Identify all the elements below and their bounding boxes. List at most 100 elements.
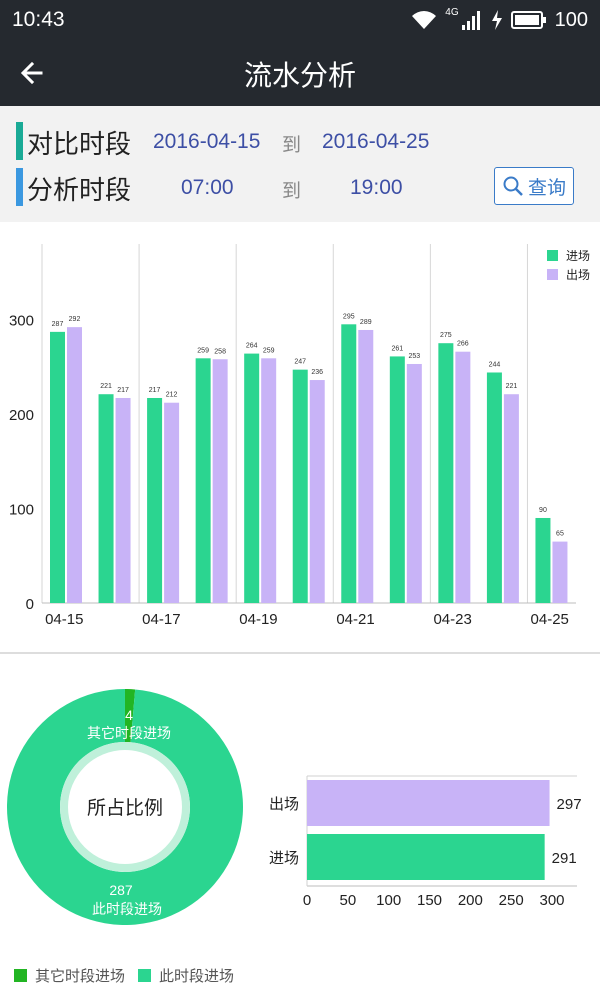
bar-value-label: 217 — [149, 387, 161, 394]
hbar-x-tick-label: 50 — [339, 892, 356, 909]
analysis-start-time[interactable]: 07:00 — [181, 176, 234, 199]
compare-to-label: 到 — [282, 134, 302, 156]
status-icons: 4G 100 — [411, 6, 588, 34]
bar-value-label: 261 — [391, 345, 403, 352]
signal-icon — [461, 11, 480, 30]
wifi-icon — [412, 11, 437, 29]
x-tick-label: 04-17 — [142, 611, 180, 628]
pie-slice — [125, 689, 136, 743]
status-bar: 10:43 4G 100 — [0, 0, 600, 40]
bar-in — [98, 394, 114, 603]
analysis-accent-bar — [16, 168, 23, 206]
hbar-value-label: 291 — [552, 850, 577, 867]
bar-out — [164, 402, 180, 603]
analysis-period-row: 分析时段 07:00 到 19:00 — [0, 162, 600, 208]
donut-center-label: 所占比例 — [87, 797, 163, 819]
app-bar: 流水分析 — [0, 40, 600, 106]
y-tick-label: 0 — [26, 596, 34, 613]
pie-legend-label: 此时段进场 — [159, 968, 234, 985]
x-tick-label: 04-21 — [336, 611, 374, 628]
y-tick-label: 200 — [9, 407, 34, 424]
bar-in — [535, 517, 551, 603]
y-tick-label: 100 — [9, 502, 34, 519]
pie-legend-swatch — [138, 969, 151, 982]
bar-value-label: 258 — [214, 348, 226, 355]
bar-in — [147, 397, 163, 603]
compare-accent-bar — [16, 122, 23, 160]
analysis-period-label: 分析时段 — [27, 176, 132, 206]
pie-legend-swatch — [14, 969, 27, 982]
bar-out — [503, 394, 519, 603]
pie-legend-label: 其它时段进场 — [35, 967, 125, 985]
hbar-x-tick-label: 250 — [499, 892, 524, 909]
bar-value-label: 275 — [440, 332, 452, 339]
y-tick-label: 300 — [9, 313, 34, 330]
bar-value-label: 221 — [506, 383, 518, 390]
compare-end-date[interactable]: 2016-04-25 — [322, 130, 430, 153]
bar-value-label: 266 — [457, 341, 469, 348]
pie-slice — [6, 689, 244, 925]
donut-hole — [68, 750, 182, 864]
status-time: 10:43 — [12, 8, 65, 31]
analysis-to-label: 到 — [282, 180, 302, 202]
x-tick-label: 04-19 — [239, 611, 277, 628]
bar-value-label: 212 — [166, 392, 178, 399]
query-button[interactable]: 查询 — [494, 167, 574, 205]
bar-out — [552, 541, 568, 603]
x-tick-label: 04-15 — [45, 611, 83, 628]
bar-out — [115, 397, 131, 603]
bar-out — [358, 329, 374, 603]
hbar — [307, 834, 545, 880]
bar-in — [292, 369, 308, 603]
bar-in — [244, 353, 260, 603]
bar-in — [50, 331, 65, 603]
bar-in — [486, 372, 502, 603]
bar-value-label: 65 — [556, 531, 564, 538]
bar-value-label: 247 — [294, 359, 306, 366]
hbar-x-tick-label: 300 — [539, 892, 564, 909]
bar-out — [455, 351, 471, 603]
battery-level: 100 — [554, 8, 588, 31]
bar-in — [341, 324, 357, 603]
bar-out — [406, 363, 422, 603]
compare-start-date[interactable]: 2016-04-15 — [153, 130, 261, 153]
bar-value-label: 287 — [52, 321, 64, 328]
x-tick-label: 04-23 — [433, 611, 471, 628]
hbar-x-tick-label: 200 — [458, 892, 483, 909]
search-icon — [503, 176, 523, 196]
hbar-value-label: 297 — [557, 796, 582, 813]
hbar — [307, 780, 550, 826]
back-button[interactable] — [10, 51, 54, 95]
bar-in — [438, 343, 454, 603]
bar-value-label: 90 — [539, 507, 547, 514]
pie-name-label: 此时段进场 — [92, 901, 162, 917]
hbar-category-label: 出场 — [269, 796, 299, 813]
hbar-category-label: 进场 — [269, 850, 299, 867]
bar-out — [212, 359, 228, 603]
bar-out — [261, 358, 277, 603]
legend-label: 进场 — [566, 249, 590, 263]
pie-value-label: 287 — [109, 882, 133, 898]
analysis-end-time[interactable]: 19:00 — [350, 176, 403, 199]
legend-swatch — [547, 269, 558, 280]
bar-value-label: 292 — [69, 316, 81, 323]
bar-value-label: 221 — [100, 383, 112, 390]
daily-flow-bar-chart: 0 100 200 300 287 292 221 217 217 212 259 258 264 259… — [9, 244, 590, 628]
bar-value-label: 244 — [489, 361, 501, 368]
hbar-x-tick-label: 150 — [417, 892, 442, 909]
pie-value-label: 4 — [125, 707, 133, 723]
query-label: 查询 — [527, 176, 566, 199]
compare-period-row: 对比时段 2016-04-15 到 2016-04-25 — [0, 116, 600, 162]
bar-out — [67, 327, 82, 603]
battery-icon — [510, 11, 546, 29]
network-type: 4G — [445, 6, 459, 18]
proportion-card: 所占比例 4 其它时段进场 287 此时段进场 其它时段进场 此时段进场 出场 297 进场 291… — [0, 654, 600, 1000]
pie-name-label: 其它时段进场 — [87, 725, 171, 741]
compare-period-label: 对比时段 — [27, 130, 132, 160]
section-divider — [0, 652, 600, 654]
bar-in — [195, 358, 211, 603]
bar-in — [389, 356, 405, 603]
bar-value-label: 259 — [263, 347, 275, 354]
bar-value-label: 253 — [408, 353, 420, 360]
